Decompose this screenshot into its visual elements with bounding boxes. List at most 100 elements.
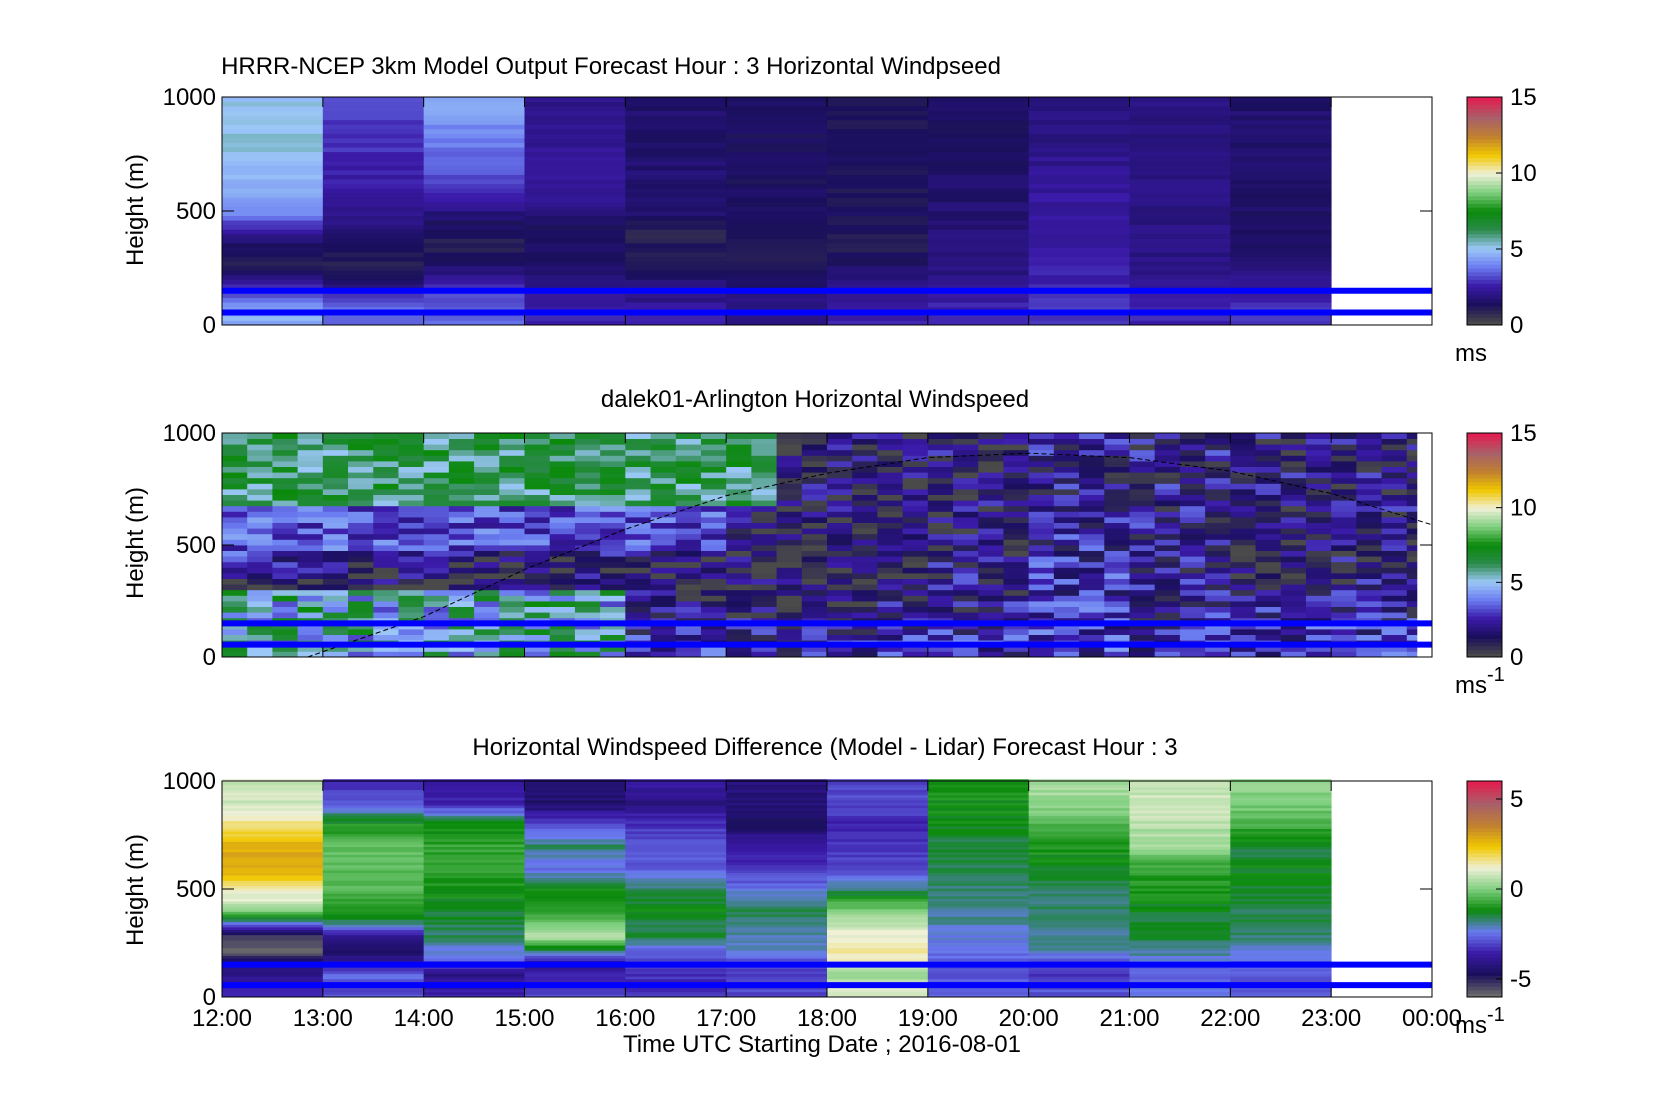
heatmap-cell [726, 841, 828, 845]
heatmap-cell [1305, 545, 1332, 551]
heatmap-cell [322, 976, 425, 980]
heatmap-cell [348, 505, 374, 512]
x-tick-label: 20:00 [999, 1005, 1059, 1032]
heatmap-cell [726, 911, 828, 915]
heatmap-cell [1104, 455, 1130, 462]
heatmap-cell [801, 584, 828, 591]
heatmap-cell [1230, 233, 1332, 239]
heatmap-cell [222, 229, 324, 235]
heatmap-cell [1028, 815, 1130, 819]
heatmap-cell [953, 629, 979, 635]
colorbar-segment [1467, 169, 1502, 174]
heatmap-cell [1003, 634, 1030, 641]
heatmap-cell [675, 494, 702, 501]
heatmap-cell [1205, 444, 1231, 451]
heatmap-cell [953, 561, 979, 568]
heatmap-cell [1230, 483, 1256, 490]
heatmap-cell [348, 438, 374, 445]
heatmap-cell [978, 522, 1004, 529]
heatmap-cell [978, 444, 1004, 451]
heatmap-cell [1129, 838, 1231, 842]
heatmap-cell [222, 270, 324, 276]
heatmap-cell [398, 601, 425, 607]
heatmap-cell [222, 489, 248, 495]
heatmap-cell [1129, 849, 1231, 853]
heatmap-cell [625, 128, 727, 134]
heatmap-cell [776, 573, 803, 579]
heatmap-cell [1230, 815, 1332, 819]
heatmap-cell [373, 461, 399, 467]
heatmap-cell [549, 444, 576, 451]
heatmap-cell [423, 994, 525, 998]
heatmap-cell [373, 584, 399, 591]
colorbar-segment [1467, 268, 1502, 273]
heatmap-cell [1079, 517, 1105, 523]
heatmap-cell [650, 433, 677, 439]
heatmap-cell [499, 645, 525, 652]
heatmap-cell [1179, 449, 1206, 456]
heatmap-cell [524, 929, 626, 933]
heatmap-cell [827, 932, 929, 936]
heatmap-cell [776, 584, 803, 591]
heatmap-cell [1331, 505, 1357, 512]
heatmap-cell [650, 556, 677, 563]
heatmap-cell [222, 174, 324, 180]
heatmap-cell [1028, 533, 1055, 540]
heatmap-cell [373, 550, 399, 557]
heatmap-cell [1129, 115, 1231, 121]
heatmap-cell [297, 483, 324, 490]
heatmap-cell [423, 461, 450, 467]
heatmap-cell [751, 500, 777, 507]
heatmap-cell [524, 472, 551, 479]
heatmap-cell [1053, 545, 1080, 551]
heatmap-cell [1305, 595, 1332, 602]
heatmap-cell [524, 937, 626, 941]
heatmap-cell [1053, 449, 1080, 456]
heatmap-cell [726, 781, 828, 785]
heatmap-cell [423, 875, 525, 879]
heatmap-cell [222, 238, 324, 244]
heatmap-cell [1305, 573, 1332, 579]
heatmap-cell [852, 645, 878, 652]
heatmap-cell [222, 556, 248, 563]
heatmap-cell [423, 252, 525, 257]
heatmap-cell [499, 511, 525, 518]
heatmap-cell [222, 297, 324, 303]
heatmap-cell [650, 528, 677, 535]
heatmap-cell [1406, 584, 1418, 591]
heatmap-cell [1129, 934, 1231, 938]
heatmap-cell [474, 539, 500, 546]
heatmap-cell [1154, 561, 1181, 568]
heatmap-cell [1079, 489, 1105, 495]
heatmap-cell [1028, 461, 1055, 467]
heatmap-cell [1129, 787, 1231, 791]
heatmap-cell [272, 634, 299, 641]
heatmap-cell [726, 914, 828, 918]
heatmap-cell [877, 472, 904, 479]
heatmap-cell [348, 545, 374, 551]
heatmap-cell [222, 976, 324, 980]
heatmap-cell [499, 550, 525, 557]
heatmap-cell [1129, 165, 1231, 171]
heatmap-cell [524, 651, 551, 658]
heatmap-cell [1028, 903, 1130, 907]
heatmap-cell [222, 472, 248, 479]
heatmap-cell [1230, 589, 1256, 596]
colorbar-segment [1467, 474, 1502, 479]
heatmap-cell [927, 589, 954, 596]
heatmap-cell [1129, 851, 1231, 855]
heatmap-cell [827, 165, 929, 171]
heatmap-cell [827, 567, 853, 574]
heatmap-cell [827, 101, 929, 107]
heatmap-cell [726, 601, 752, 607]
heatmap-cell [1280, 433, 1307, 439]
heatmap-cell [423, 133, 525, 139]
heatmap-cell [675, 472, 702, 479]
heatmap-cell [1028, 539, 1055, 546]
heatmap-cell [902, 433, 929, 439]
heatmap-cell [902, 573, 929, 579]
y-axis-label: Height (m) [122, 487, 149, 599]
heatmap-cell [1028, 101, 1130, 107]
heatmap-cell [978, 494, 1004, 501]
heatmap-cell [398, 500, 425, 507]
